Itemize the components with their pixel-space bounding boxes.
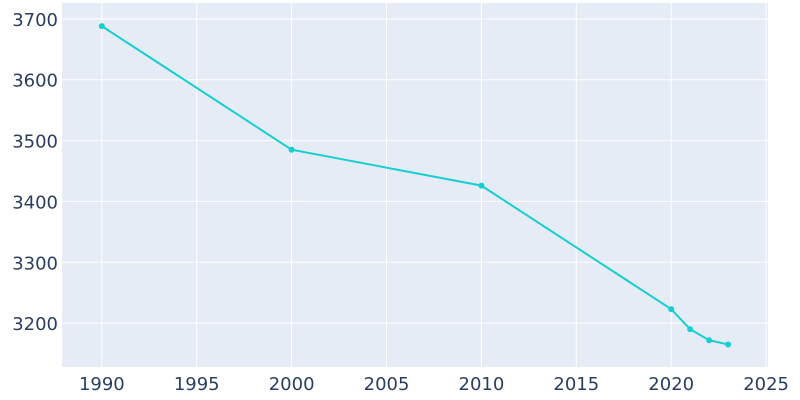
x-tick-label: 1995 <box>174 374 220 395</box>
y-tick-label: 3500 <box>12 132 58 153</box>
point <box>478 182 485 189</box>
x-tick-label: 1990 <box>79 374 125 395</box>
x-tick-label: 2005 <box>364 374 410 395</box>
x-tick-label: 2020 <box>648 374 694 395</box>
point <box>668 306 675 313</box>
y-tick-label: 3400 <box>12 192 58 213</box>
point <box>98 23 105 30</box>
x-tick-label: 2015 <box>553 374 599 395</box>
y-tick-label: 3300 <box>12 253 58 274</box>
point <box>706 337 713 344</box>
plot-area <box>62 3 768 367</box>
y-tick-label: 3700 <box>12 10 58 31</box>
point <box>687 326 694 333</box>
y-tick-label: 3600 <box>12 71 58 92</box>
point <box>288 146 295 153</box>
point <box>725 341 732 348</box>
x-tick-label: 2025 <box>743 374 789 395</box>
x-tick-label: 2000 <box>269 374 315 395</box>
y-tick-label: 3200 <box>12 314 58 335</box>
x-tick-label: 2010 <box>459 374 505 395</box>
